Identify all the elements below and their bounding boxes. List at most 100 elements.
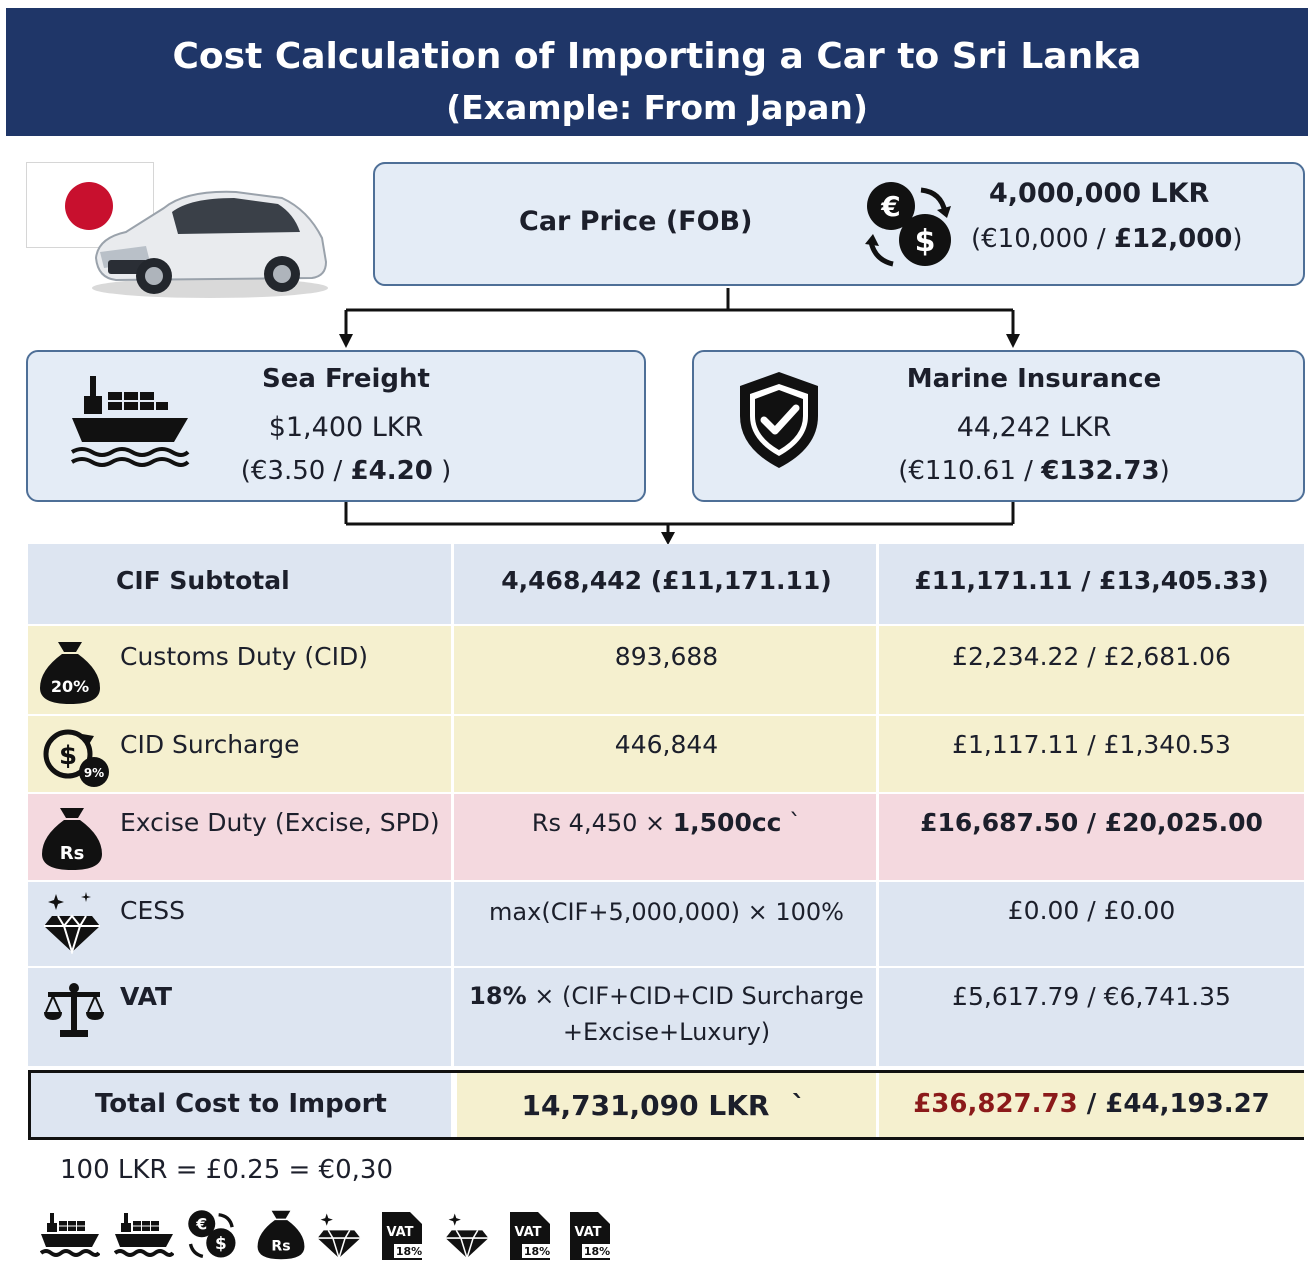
scales-icon — [44, 983, 104, 1037]
vat-icon: VAT 18% — [382, 1212, 424, 1260]
vat-mid-value: 18% × (CIF+CID+CID Surcharge — [454, 982, 879, 1010]
car-price-box: Car Price (FOB) € $ 4,000,000 LKR (€10,0… — [373, 162, 1305, 286]
page-title: Cost Calculation of Importing a Car to S… — [172, 36, 1142, 77]
shield-check-icon — [740, 372, 818, 468]
svg-text:$: $ — [59, 741, 77, 771]
money-bag-rs-icon: Rs — [42, 808, 102, 870]
marine-insurance-fx-close: ) — [1159, 456, 1170, 486]
car-image — [92, 190, 328, 298]
vat-mid-value-line2: +Excise+Luxury) — [562, 1018, 771, 1046]
cid-surcharge-right-value: £1,117.11 / £1,340.53 — [952, 730, 1231, 759]
customs-duty-mid-value: 893,688 — [614, 642, 719, 671]
table-row-cif: CIF Subtotal 4,468,442 (£11,171.11) £11,… — [28, 544, 1304, 624]
total-label: Total Cost to Import — [95, 1089, 387, 1119]
page-subtitle: (Example: From Japan) — [446, 88, 868, 127]
car-price-label: Car Price (FOB) — [519, 206, 753, 237]
marine-insurance-lkr: 44,242 LKR — [956, 412, 1112, 443]
diamond-icon — [317, 1213, 361, 1260]
table-row-excise-duty: Rs Excise Duty (Excise, SPD) Rs 4,450 × … — [28, 794, 1304, 880]
cid-surcharge-label: CID Surcharge — [120, 730, 300, 759]
vat-icon: VAT 18% — [510, 1212, 552, 1260]
marine-insurance-box: Marine Insurance 44,242 LKR (€110.61 / €… — [692, 350, 1305, 502]
column-divider — [876, 1073, 879, 1137]
vat-label: VAT — [120, 982, 173, 1011]
exchange-rate-note: 100 LKR = £0.25 = €0,30 — [60, 1155, 393, 1185]
marine-insurance-title: Marine Insurance — [906, 364, 1162, 394]
header-banner: Cost Calculation of Importing a Car to S… — [6, 8, 1308, 136]
column-divider — [876, 544, 879, 1066]
icon-strip: € $ Rs VAT 18% VAT 18% VAT 18% — [40, 1206, 640, 1266]
connector-lines-top — [339, 288, 1020, 545]
cost-table: CIF Subtotal 4,468,442 (£11,171.11) £11,… — [28, 544, 1304, 1140]
cess-label: CESS — [120, 896, 185, 925]
strip-vat-text: VAT — [386, 1225, 413, 1240]
strip-rs-text: Rs — [271, 1239, 290, 1255]
vat-right-value: £5,617.79 / €6,741.35 — [952, 982, 1231, 1011]
cid-surcharge-mid-value: 446,844 — [614, 730, 719, 759]
ship-icon — [40, 1213, 100, 1257]
excise-mark: ˋ — [781, 809, 802, 837]
car-price-fx-close: ) — [1232, 224, 1243, 254]
strip-pct-text: 18% — [396, 1245, 422, 1258]
ship-icon — [114, 1213, 174, 1257]
vat-icon: VAT 18% — [570, 1212, 612, 1260]
sea-freight-fx-euro: (€3.50 / — [240, 456, 351, 486]
sea-freight-title: Sea Freight — [262, 364, 430, 394]
strip-vat-text: VAT — [574, 1225, 601, 1240]
total-sep: / — [1077, 1089, 1106, 1119]
sea-freight-fx: (€3.50 / £4.20 ) — [208, 456, 484, 486]
car-price-lkr: 4,000,000 LKR — [989, 178, 1210, 209]
cid-surcharge-icon-text: 9% — [84, 766, 104, 780]
vat-rate: 18% — [469, 982, 527, 1010]
customs-duty-right-value: £2,234.22 / £2,681.06 — [952, 642, 1231, 671]
diamond-icon — [445, 1213, 489, 1260]
table-row-vat: VAT 18% × (CIF+CID+CID Surcharge +Excise… — [28, 968, 1304, 1066]
svg-text:€: € — [195, 1214, 207, 1233]
cif-label: CIF Subtotal — [116, 566, 290, 595]
total-value-cells — [457, 1073, 1304, 1137]
cess-mid-value: max(CIF+5,000,000) × 100% — [489, 898, 844, 926]
table-row-cess: CESS max(CIF+5,000,000) × 100% £0.00 / £… — [28, 882, 1304, 966]
excise-duty-label: Excise Duty (Excise, SPD) — [120, 808, 440, 837]
cess-right-value: £0.00 / £0.00 — [1007, 896, 1176, 925]
table-row-total: Total Cost to Import 14,731,090 LKR ˋ £36… — [28, 1070, 1304, 1140]
dollar-refresh-icon: $ 9% — [43, 729, 109, 787]
excise-engine-cc: 1,500cc — [672, 808, 782, 837]
excise-rate: Rs 4,450 × — [531, 809, 673, 837]
excise-icon-text: Rs — [60, 843, 85, 864]
excise-duty-right-value: £16,687.50 / £20,025.00 — [920, 808, 1263, 837]
currency-exchange-icon: € $ — [865, 182, 951, 267]
strip-vat-text: VAT — [514, 1225, 541, 1240]
customs-duty-icon-text: 20% — [51, 677, 89, 696]
car-price-fx-euro: (€10,000 / — [971, 224, 1114, 254]
money-bag-rs-icon: Rs — [257, 1210, 305, 1260]
cif-right-value: £11,171.11 / £13,405.33) — [914, 566, 1269, 595]
table-row-cid-surcharge: $ 9% CID Surcharge 446,844 £1,117.11 / £… — [28, 716, 1304, 792]
strip-pct-text: 18% — [524, 1245, 550, 1258]
vat-formula: × (CIF+CID+CID Surcharge — [526, 982, 864, 1010]
marine-insurance-fx-eur-bold: €132.73 — [1041, 456, 1160, 486]
currency-exchange-icon: € $ — [188, 1210, 236, 1259]
svg-text:€: € — [880, 190, 900, 223]
total-mid-value: 14,731,090 LKR ˋ — [451, 1089, 876, 1122]
total-right-value: £36,827.73 / £44,193.27 — [879, 1089, 1304, 1119]
svg-text:$: $ — [215, 1233, 227, 1253]
ship-icon — [70, 376, 190, 467]
strip-pct-text: 18% — [584, 1245, 610, 1258]
money-bag-percent-icon: 20% — [40, 642, 100, 704]
svg-text:$: $ — [915, 224, 936, 259]
car-price-fx: (€10,000 / £12,000) — [971, 224, 1243, 254]
table-row-customs-duty: 20% Customs Duty (CID) 893,688 £2,234.22… — [28, 626, 1304, 714]
car-price-fx-gbp: £12,000 — [1113, 224, 1233, 254]
marine-insurance-fx-euro: (€110.61 / — [898, 456, 1042, 486]
total-gbp: £36,827.73 — [913, 1089, 1078, 1119]
sea-freight-box: Sea Freight $1,400 LKR (€3.50 / £4.20 ) — [26, 350, 646, 502]
marine-insurance-fx: (€110.61 / €132.73) — [864, 456, 1204, 486]
total-gbp-2: £44,193.27 — [1105, 1089, 1270, 1119]
sea-freight-lkr: $1,400 LKR — [268, 412, 424, 443]
customs-duty-label: Customs Duty (CID) — [120, 642, 368, 671]
total-lkr: 14,731,090 LKR — [521, 1089, 770, 1122]
total-mark: ˋ — [791, 1089, 806, 1122]
diamond-icon — [44, 892, 100, 954]
total-label-cell — [31, 1073, 454, 1137]
